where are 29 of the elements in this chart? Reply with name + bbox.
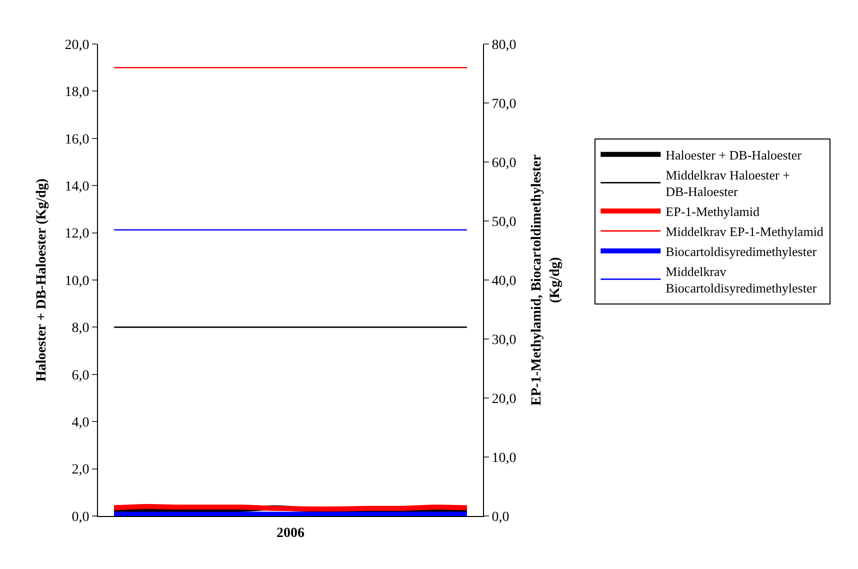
x-axis-title: 2006 — [276, 526, 304, 542]
y2-tick-label: 50,0 — [492, 214, 516, 230]
y-tick-label: 8,0 — [72, 321, 90, 336]
y2-axis-title: EP-1-Methylamid, Biocartoldimethylester (Kg/dg) — [530, 154, 563, 406]
legend-label: Haloester + DB-Haloester — [666, 147, 802, 162]
y-tick-label: 6,0 — [72, 368, 90, 384]
legend-label: Middelkrav Biocartoldisyredimethylester — [666, 264, 818, 296]
y-tick-label: 2,0 — [72, 462, 90, 478]
y2-tick-label: 40,0 — [492, 274, 516, 289]
legend-label: Middelkrav Haloester + DB-Haloester — [666, 167, 790, 200]
y2-tick-label: 60,0 — [492, 156, 516, 171]
y2-tick-label: 20,0 — [492, 392, 516, 407]
y-tick-label: 12,0 — [64, 226, 90, 242]
legend-label: Biocartoldisyredimethylester — [666, 244, 818, 259]
y-axis-title: Haloester + DB-Haloester (Kg/dg) — [34, 178, 50, 382]
y-tick-label: 14,0 — [64, 180, 90, 194]
y2-tick-label: 0,0 — [492, 510, 510, 525]
y-tick-label: 10,0 — [64, 274, 90, 289]
y-tick-label: 0,0 — [72, 510, 90, 525]
y2-tick-label: 30,0 — [492, 332, 516, 348]
legend-label: Middelkrav EP-1-Methylamid — [666, 224, 824, 240]
y2-tick-label: 10,0 — [492, 450, 516, 466]
y-tick-label: 18,0 — [64, 85, 90, 100]
legend-label: EP-1-Methylamid — [666, 204, 760, 220]
y-tick-label: 4,0 — [72, 416, 90, 430]
y-tick-label: 16,0 — [64, 132, 90, 148]
y-tick-label: 20,0 — [64, 38, 90, 53]
y2-tick-label: 80,0 — [492, 38, 516, 53]
y2-tick-label: 70,0 — [492, 96, 516, 112]
